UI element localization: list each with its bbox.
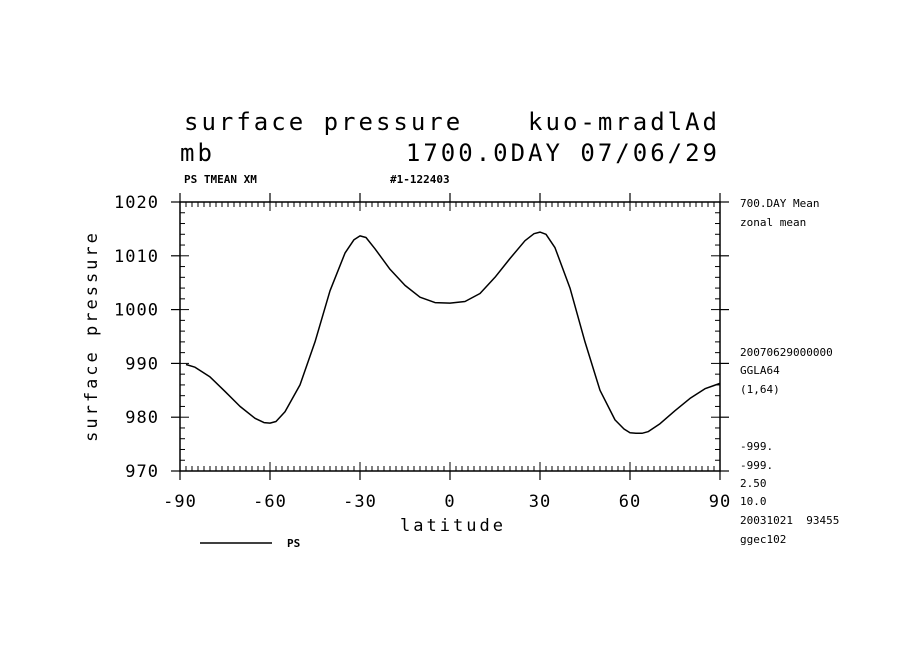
- series-line-ps: [185, 231, 721, 435]
- x-tick-label: -90: [163, 492, 197, 512]
- axis-ticks: [171, 193, 729, 480]
- y-tick-label: 1000: [114, 301, 159, 321]
- x-tick-label: 30: [529, 492, 551, 512]
- side-info-bot-6: ggec102: [740, 533, 786, 546]
- side-info-mid-2: GGLA64: [740, 364, 780, 377]
- y-tick-labels: 970 980 990 1000 1010 1020: [114, 193, 159, 482]
- x-tick-label: 60: [619, 492, 641, 512]
- chart-title: surface pressure: [184, 108, 463, 136]
- legend-label: PS: [287, 537, 300, 550]
- side-info-bot-2: -999.: [740, 459, 773, 472]
- y-tick-label: 970: [125, 462, 159, 482]
- side-info-mid-1: 20070629000000: [740, 346, 833, 359]
- x-tick-label: -60: [253, 492, 287, 512]
- y-tick-label: 990: [125, 354, 159, 374]
- x-tick-label: 0: [444, 492, 455, 512]
- series-layer: [185, 231, 721, 435]
- side-info-top-1: 700.DAY Mean: [740, 197, 819, 210]
- y-tick-label: 1020: [114, 193, 159, 213]
- model-label: kuo-mradlAd: [528, 108, 720, 136]
- run-id-label: #1-122403: [390, 173, 450, 186]
- side-info-top-2: zonal mean: [740, 216, 806, 229]
- side-info-bot-1: -999.: [740, 440, 773, 453]
- y-tick-label: 980: [125, 408, 159, 428]
- y-tick-label: 1010: [114, 247, 159, 267]
- x-tick-labels: -90 -60 -30 0 30 60 90: [163, 492, 731, 512]
- side-info-bot-3: 2.50: [740, 477, 767, 490]
- side-info-bot-5: 20031021 93455: [740, 514, 839, 527]
- time-label: 1700.0DAY 07/06/29: [406, 139, 720, 167]
- x-axis-label: latitude: [400, 516, 506, 536]
- y-axis-label: surface pressure: [82, 230, 102, 442]
- plot-frame: [179, 201, 721, 472]
- x-tick-label: 90: [709, 492, 731, 512]
- side-info-bot-4: 10.0: [740, 495, 767, 508]
- variable-label: PS TMEAN XM: [184, 173, 257, 186]
- side-info-mid-3: (1,64): [740, 383, 780, 396]
- unit-label: mb: [180, 139, 215, 167]
- x-tick-label: -30: [343, 492, 377, 512]
